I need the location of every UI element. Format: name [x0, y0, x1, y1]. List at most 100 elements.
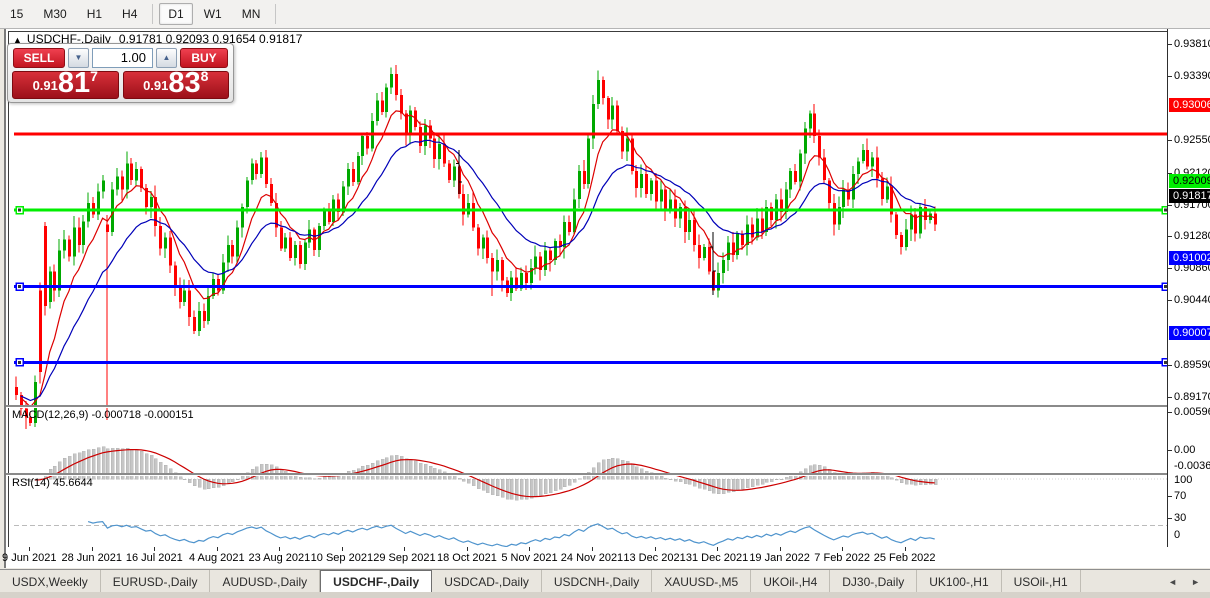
- sell-price-pip: 7: [90, 68, 98, 84]
- date-label: 10 Sep 2021: [310, 552, 374, 564]
- axis-tick: [1168, 75, 1172, 77]
- price-axis[interactable]: 0.005963 0.00 -0.003664 100 70 30 0 0.93…: [1167, 29, 1210, 547]
- candles-layer: [15, 64, 937, 429]
- price-badge: 0.92009: [1169, 174, 1210, 189]
- date-tick: [904, 547, 906, 551]
- axis-tick: [1168, 204, 1172, 206]
- buy-price-pip: 8: [200, 68, 209, 84]
- timeframe-d1[interactable]: D1: [159, 3, 193, 25]
- price-badge: 0.91002: [1169, 250, 1210, 265]
- date-tick: [341, 547, 343, 551]
- date-tick: [592, 547, 593, 551]
- date-label: 4 Aug 2021: [188, 552, 245, 564]
- price-chart-pane[interactable]: [14, 60, 1173, 434]
- axis-tick: [1168, 412, 1172, 413]
- tab-scroll-left-icon[interactable]: ◄: [1168, 576, 1178, 587]
- tab-audusd-daily[interactable]: AUDUSD-,Daily: [210, 570, 321, 593]
- one-click-trading-panel: SELL ▼ 1.00 ▲ BUY 0.91 81 7 0.91 83 8: [7, 43, 234, 103]
- price-tick-label: 0.91280: [1174, 230, 1210, 243]
- sell-price-box[interactable]: 0.91 81 7: [12, 68, 119, 99]
- collapse-arrow-icon[interactable]: ▲: [13, 35, 22, 45]
- macd-pane[interactable]: [14, 436, 1173, 502]
- price-tick-label: 0.90440: [1174, 294, 1210, 307]
- sell-button[interactable]: SELL: [13, 48, 65, 68]
- timeframe-m30[interactable]: M30: [43, 7, 67, 21]
- date-tick: [29, 547, 31, 551]
- date-label: 5 Nov 2021: [501, 552, 558, 564]
- date-tick: [216, 547, 218, 551]
- rsi-axis-30: 30: [1174, 512, 1187, 524]
- black-bars-layer: [456, 149, 716, 296]
- level-lines-layer: [14, 132, 1173, 367]
- date-label: 28 Jun 2021: [61, 552, 123, 564]
- timeframe-w1[interactable]: W1: [203, 7, 222, 21]
- moving-averages-layer: [20, 110, 935, 408]
- macd-axis-zero: 0.00: [1174, 444, 1196, 456]
- date-tick: [404, 547, 406, 551]
- tab-dj30-daily[interactable]: DJ30-,Daily: [830, 570, 918, 593]
- timeframe-m15[interactable]: 15: [10, 7, 24, 21]
- axis-tick: [1168, 44, 1172, 45]
- rsi-label: RSI(14) 45.6644: [12, 477, 93, 489]
- price-tick-label: 0.93390: [1174, 69, 1210, 82]
- timeframe-mn[interactable]: MN: [241, 7, 261, 21]
- volume-step-down-icon[interactable]: ▼: [68, 48, 89, 68]
- price-tick-label: 0.89590: [1174, 359, 1210, 372]
- rsi-axis-0: 0: [1174, 529, 1181, 541]
- tab-usdx-weekly[interactable]: USDX,Weekly: [0, 570, 101, 593]
- date-label: 18 Oct 2021: [436, 552, 497, 564]
- tab-scroll-right-icon[interactable]: ►: [1191, 576, 1200, 587]
- date-tick: [279, 547, 281, 551]
- volume-step-up-icon[interactable]: ▲: [156, 48, 177, 68]
- tab-uk100-h1[interactable]: UK100-,H1: [917, 570, 1002, 593]
- tab-usdchf-daily[interactable]: USDCHF-,Daily: [320, 570, 433, 593]
- tab-usdcnh-daily[interactable]: USDCNH-,Daily: [542, 570, 653, 593]
- chart-window: [6, 29, 1210, 568]
- price-tick-label: 0.90860: [1174, 262, 1210, 275]
- date-tick: [842, 547, 844, 551]
- price-tick-label: 0.89170: [1174, 391, 1210, 403]
- axis-tick: [1168, 236, 1172, 238]
- buy-price-big: 83: [168, 67, 201, 99]
- axis-tick: [1168, 300, 1172, 302]
- pane-divider[interactable]: [6, 473, 1210, 476]
- chart-tab-bar: USDX,Weekly EURUSD-,Daily AUDUSD-,Daily …: [0, 569, 1210, 594]
- tab-xauusd-m5[interactable]: XAUUSD-,M5: [652, 570, 752, 593]
- tab-usdcad-daily[interactable]: USDCAD-,Daily: [432, 570, 542, 593]
- date-tick: [654, 547, 656, 551]
- date-label: 31 Dec 2021: [685, 552, 749, 564]
- rsi-axis-100: 100: [1174, 474, 1193, 486]
- tab-usoil-h1[interactable]: USOil-,H1: [1002, 570, 1081, 593]
- tab-ukoil-h4[interactable]: UKOil-,H4: [751, 570, 831, 593]
- volume-input[interactable]: 1.00: [92, 48, 153, 68]
- date-label: 23 Aug 2021: [248, 552, 311, 564]
- pane-divider[interactable]: [6, 405, 1210, 408]
- rsi-line: [87, 520, 935, 548]
- axis-tick: [1168, 450, 1172, 451]
- buy-price-box[interactable]: 0.91 83 8: [122, 67, 229, 99]
- buy-price-prefix: 0.91: [143, 78, 169, 93]
- date-label: 19 Jan 2022: [749, 552, 810, 564]
- price-badge: 0.90007: [1169, 326, 1210, 341]
- axis-tick: [1168, 518, 1172, 519]
- date-label: 13 Dec 2021: [623, 552, 686, 564]
- date-label: 24 Nov 2021: [560, 552, 624, 564]
- date-tick: [154, 547, 156, 551]
- axis-tick: [1168, 496, 1172, 497]
- date-label: 16 Jul 2021: [125, 552, 183, 564]
- rsi-axis-70: 70: [1174, 490, 1187, 502]
- chart-title: ▲ USDCHF-,Daily 0.91781 0.92093 0.91654 0.…: [13, 32, 302, 46]
- date-label: 7 Feb 2022: [814, 552, 870, 564]
- window-bottom-strip: [0, 592, 1210, 598]
- macd-signal-line: [35, 449, 935, 498]
- buy-button[interactable]: BUY: [180, 48, 228, 68]
- date-tick: [91, 547, 93, 551]
- price-tick-label: 0.92550: [1174, 133, 1210, 146]
- tab-eurusd-daily[interactable]: EURUSD-,Daily: [101, 570, 211, 593]
- date-axis[interactable]: 9 Jun 2021 28 Jun 2021 16 Jul 2021 4 Aug 20…: [2, 547, 1210, 568]
- date-label: 9 Jun 2021: [2, 552, 57, 564]
- timeframe-h1[interactable]: H1: [86, 7, 103, 21]
- timeframe-h4[interactable]: H4: [122, 7, 138, 21]
- price-badge: 0.91817: [1169, 188, 1210, 203]
- timeframe-toolbar: 15 M30 H1 H4 D1 W1 MN: [0, 0, 1210, 29]
